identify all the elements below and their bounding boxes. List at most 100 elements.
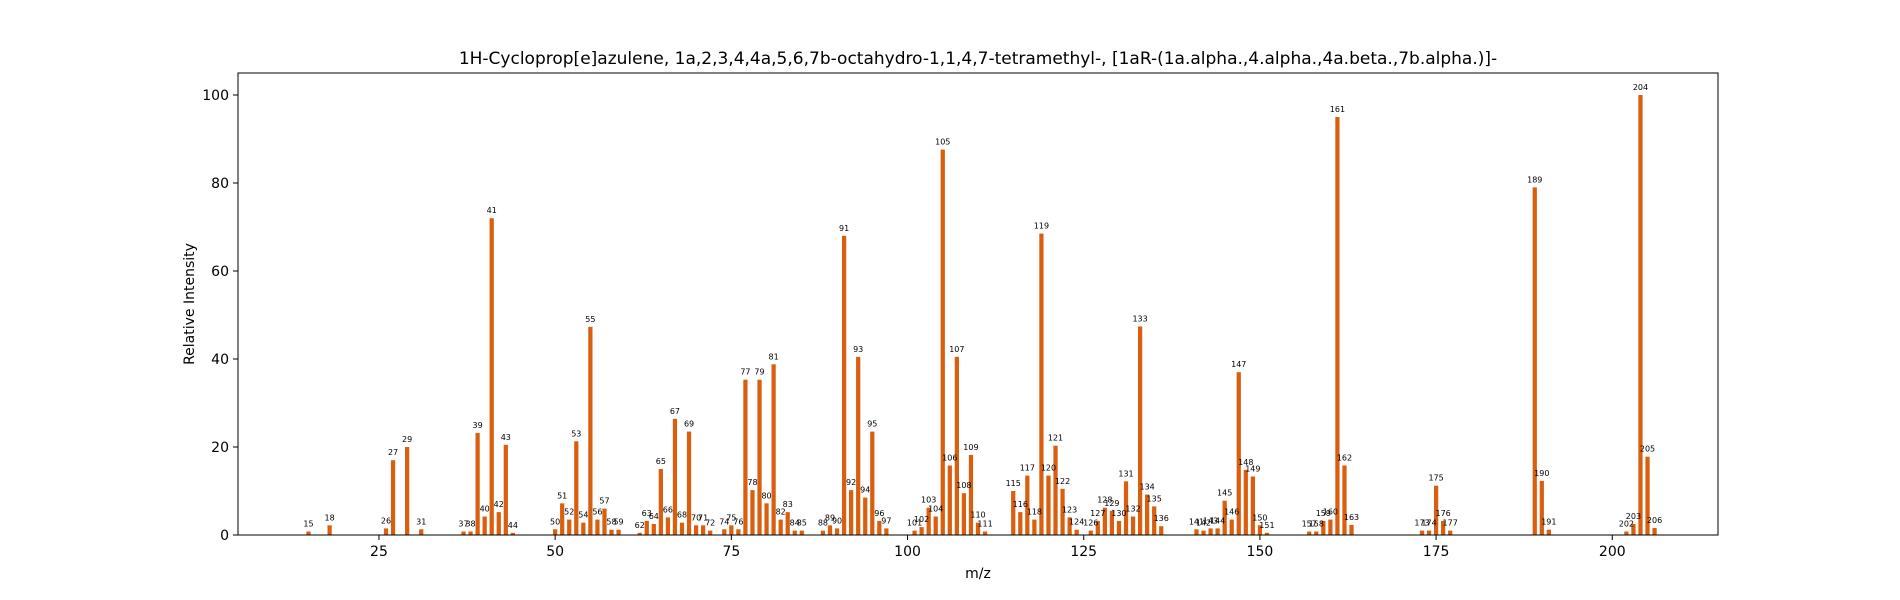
bar-mz-123 (1067, 517, 1072, 535)
bar-label-mz-131: 131 (1118, 469, 1133, 478)
y-tick-label: 40 (211, 352, 229, 368)
bar-label-mz-38: 38 (465, 519, 475, 528)
bar-label-mz-106: 106 (942, 453, 957, 462)
bar-mz-85 (799, 530, 804, 535)
plot-frame (237, 72, 1719, 536)
bar-label-mz-203: 203 (1626, 512, 1641, 521)
bar-mz-162 (1342, 465, 1347, 535)
bar-label-mz-67: 67 (670, 407, 680, 416)
bar-label-mz-40: 40 (480, 505, 490, 514)
y-axis-label: Relative Intensity (182, 243, 198, 365)
bar-label-mz-205: 205 (1640, 445, 1655, 454)
y-tick-label: 80 (211, 176, 229, 192)
bar-label-mz-29: 29 (402, 435, 412, 444)
bar-mz-78 (750, 490, 755, 535)
bar-mz-120 (1046, 475, 1051, 535)
bar-label-mz-41: 41 (487, 206, 497, 215)
bar-label-mz-105: 105 (935, 138, 950, 147)
bar-mz-202 (1624, 531, 1629, 535)
bar-label-mz-190: 190 (1534, 469, 1549, 478)
bar-label-mz-191: 191 (1541, 518, 1556, 527)
bar-mz-52 (567, 519, 572, 535)
bar-mz-39 (475, 432, 480, 535)
bar-label-mz-129: 129 (1104, 499, 1119, 508)
bar-mz-124 (1074, 529, 1079, 535)
bar-mz-101 (912, 530, 917, 535)
bar-label-mz-81: 81 (769, 352, 779, 361)
bar-label-mz-93: 93 (853, 345, 863, 354)
y-tick-label: 20 (211, 440, 229, 456)
x-tick-label: 75 (722, 544, 740, 560)
bar-label-mz-177: 177 (1443, 519, 1458, 528)
bar-label-mz-126: 126 (1083, 519, 1098, 528)
bar-label-mz-39: 39 (473, 421, 483, 430)
bar-label-mz-89: 89 (825, 513, 835, 522)
bars-layer (306, 95, 1657, 536)
bar-mz-122 (1060, 488, 1065, 535)
bar-mz-31 (419, 529, 424, 535)
bar-label-mz-134: 134 (1140, 483, 1155, 492)
bar-mz-108 (961, 493, 967, 535)
bar-mz-189 (1532, 187, 1537, 535)
bar-label-mz-58: 58 (606, 518, 616, 527)
bar-label-mz-77: 77 (740, 368, 750, 377)
bar-mz-107 (954, 356, 959, 535)
bar-label-mz-95: 95 (867, 420, 877, 429)
bar-label-mz-132: 132 (1125, 505, 1140, 514)
bar-label-mz-88: 88 (818, 519, 828, 528)
bar-label-mz-118: 118 (1027, 508, 1042, 517)
bar-mz-74 (722, 529, 727, 535)
bar-label-mz-63: 63 (642, 509, 652, 518)
bar-mz-132 (1130, 516, 1136, 535)
bar-label-mz-133: 133 (1132, 314, 1147, 323)
bar-label-mz-115: 115 (1006, 479, 1021, 488)
bar-mz-109 (968, 454, 974, 535)
bar-mz-145 (1222, 500, 1227, 535)
bar-mz-57 (602, 508, 607, 535)
x-tick-label: 150 (1247, 544, 1274, 560)
bar-mz-173 (1419, 530, 1425, 535)
bar-label-mz-149: 149 (1245, 464, 1260, 473)
bar-mz-150 (1257, 525, 1263, 535)
bar-mz-135 (1152, 506, 1157, 535)
bar-label-mz-136: 136 (1154, 514, 1169, 523)
bar-label-mz-157: 157 (1302, 519, 1317, 528)
bar-label-mz-130: 130 (1111, 509, 1126, 518)
bar-mz-67 (672, 418, 678, 535)
bar-mz-82 (778, 519, 783, 535)
bar-label-mz-52: 52 (564, 508, 574, 517)
bar-mz-104 (933, 516, 938, 535)
x-tick-label: 125 (1070, 544, 1097, 560)
bar-mz-148 (1243, 469, 1248, 535)
bar-mz-131 (1123, 481, 1129, 535)
bar-mz-38 (468, 531, 473, 535)
bar-mz-88 (820, 530, 826, 535)
bar-label-mz-122: 122 (1055, 477, 1070, 486)
bar-mz-144 (1215, 528, 1220, 535)
bar-mz-206 (1652, 527, 1657, 535)
bar-label-mz-18: 18 (325, 513, 335, 522)
bar-mz-106 (947, 465, 952, 535)
bar-label-mz-79: 79 (754, 368, 764, 377)
bar-mz-81 (771, 364, 776, 535)
bar-mz-110 (975, 522, 981, 535)
bar-mz-59 (616, 529, 621, 535)
bar-label-mz-54: 54 (578, 511, 588, 520)
bar-mz-42 (496, 512, 501, 535)
y-tick-label: 0 (220, 528, 229, 544)
bar-mz-91 (841, 235, 847, 536)
bar-label-mz-75: 75 (726, 513, 736, 522)
bar-label-mz-74: 74 (719, 517, 729, 526)
bar-mz-149 (1250, 476, 1255, 535)
bar-mz-69 (686, 431, 692, 535)
bar-mz-54 (581, 522, 586, 535)
bar-label-mz-78: 78 (747, 478, 757, 487)
bar-label-mz-121: 121 (1048, 434, 1063, 443)
bar-mz-75 (729, 525, 734, 535)
bar-mz-126 (1088, 530, 1093, 535)
bar-mz-111 (982, 531, 988, 535)
bar-label-mz-162: 162 (1337, 453, 1352, 462)
bar-mz-71 (701, 525, 706, 535)
bar-label-mz-120: 120 (1041, 464, 1056, 473)
